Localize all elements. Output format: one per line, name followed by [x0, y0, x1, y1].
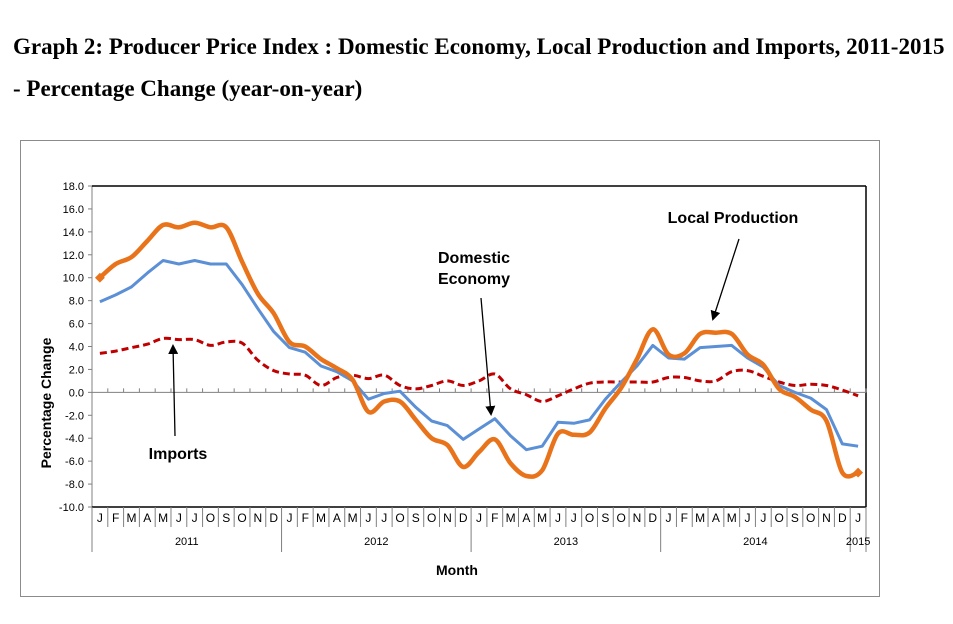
month-label: F: [681, 511, 688, 525]
annotation-label: Domestic: [438, 250, 510, 267]
year-label: 2012: [364, 536, 388, 548]
month-label: J: [760, 511, 766, 525]
month-label: S: [601, 511, 609, 525]
month-label: N: [822, 511, 831, 525]
month-label: J: [476, 511, 482, 525]
series-local-production: [94, 220, 864, 479]
series-line-imports: [99, 336, 859, 403]
month-label: F: [302, 511, 309, 525]
y-tick-label: 16.0: [63, 204, 84, 216]
month-label: J: [381, 511, 387, 525]
y-tick-label: -8.0: [65, 479, 84, 491]
month-label: M: [316, 511, 326, 525]
series-line-local-production: [98, 220, 859, 479]
y-axis-title: Percentage Change: [38, 337, 54, 468]
month-label: A: [143, 511, 151, 525]
month-label: J: [855, 511, 861, 525]
month-label: D: [648, 511, 657, 525]
series-domestic-economy: [99, 259, 859, 452]
chart-frame: 18.0 16.0 14.0 12.0 10.0 8.0 6.0 4.0 2.0 0.0 -2.0 -…: [20, 140, 880, 597]
chart-svg: 18.0 16.0 14.0 12.0 10.0 8.0 6.0 4.0 2.0 0.0 -2.0 -…: [38, 181, 870, 578]
month-label: N: [633, 511, 642, 525]
annotation-arrow: [168, 344, 179, 437]
annotation-imports: Imports: [149, 344, 208, 463]
y-tick-label: 14.0: [63, 227, 84, 239]
annotation-arrow: [710, 238, 740, 321]
month-label: F: [112, 511, 119, 525]
chart-title: Graph 2: Producer Price Index : Domestic…: [13, 34, 945, 101]
month-label: O: [806, 511, 815, 525]
series-line-domestic-economy: [99, 259, 859, 452]
month-label: D: [838, 511, 847, 525]
y-tick-label: 4.0: [69, 342, 84, 354]
month-label: D: [459, 511, 468, 525]
month-label: F: [491, 511, 498, 525]
month-label: O: [616, 511, 625, 525]
month-label: M: [695, 511, 705, 525]
month-label: M: [727, 511, 737, 525]
month-label: S: [412, 511, 420, 525]
annotation-label: Imports: [149, 446, 208, 463]
month-label: J: [666, 511, 672, 525]
month-label: O: [585, 511, 594, 525]
y-tick-label: 0.0: [69, 387, 84, 399]
month-label: N: [443, 511, 452, 525]
month-label: O: [237, 511, 246, 525]
month-label: O: [395, 511, 404, 525]
month-label: M: [126, 511, 136, 525]
series-imports: [99, 336, 859, 403]
y-tick-label: -4.0: [65, 433, 84, 445]
month-label: S: [791, 511, 799, 525]
month-label: J: [571, 511, 577, 525]
year-label: 2015: [846, 536, 870, 548]
month-label: M: [348, 511, 358, 525]
month-label: J: [192, 511, 198, 525]
year-label: 2013: [554, 536, 578, 548]
month-label: J: [555, 511, 561, 525]
month-label: O: [206, 511, 215, 525]
annotation-domestic-economy: Domestic Economy: [438, 250, 510, 416]
series-layer: [94, 220, 864, 479]
month-label: M: [537, 511, 547, 525]
month-label: S: [222, 511, 230, 525]
y-tick-label: 12.0: [63, 250, 84, 262]
month-label: J: [745, 511, 751, 525]
y-tick-label: 10.0: [63, 273, 84, 285]
month-label: M: [158, 511, 168, 525]
y-tick-label: 2.0: [69, 364, 84, 376]
month-label: M: [506, 511, 516, 525]
data-point: [853, 467, 864, 478]
month-label: A: [522, 511, 530, 525]
data-point: [94, 272, 105, 283]
annotation-label: Local Production: [668, 210, 799, 227]
year-label: 2014: [743, 536, 767, 548]
month-label: A: [333, 511, 341, 525]
y-tick-label: -6.0: [65, 456, 84, 468]
y-tick-label: 8.0: [69, 296, 84, 308]
month-label: J: [97, 511, 103, 525]
y-tick-label: 6.0: [69, 319, 84, 331]
y-tick-label: -2.0: [65, 410, 84, 422]
month-label: J: [365, 511, 371, 525]
annotation-label: Economy: [438, 271, 510, 288]
month-label: N: [254, 511, 263, 525]
year-label: 2011: [175, 536, 199, 548]
annotation-arrow: [480, 297, 496, 416]
x-axis-title: Month: [436, 562, 478, 578]
month-label: A: [712, 511, 720, 525]
annotation-local-production: Local Production: [668, 210, 799, 321]
month-label: J: [286, 511, 292, 525]
annotations-layer: Local Production Domestic Economy Imports: [149, 210, 799, 463]
y-tick-label: -10.0: [59, 502, 84, 514]
y-tick-label: 18.0: [63, 181, 84, 193]
month-label: O: [774, 511, 783, 525]
month-label: D: [269, 511, 278, 525]
month-label: O: [427, 511, 436, 525]
y-axis: 18.0 16.0 14.0 12.0 10.0 8.0 6.0 4.0 2.0 0.0 -2.0 -…: [59, 181, 867, 514]
month-label: J: [176, 511, 182, 525]
